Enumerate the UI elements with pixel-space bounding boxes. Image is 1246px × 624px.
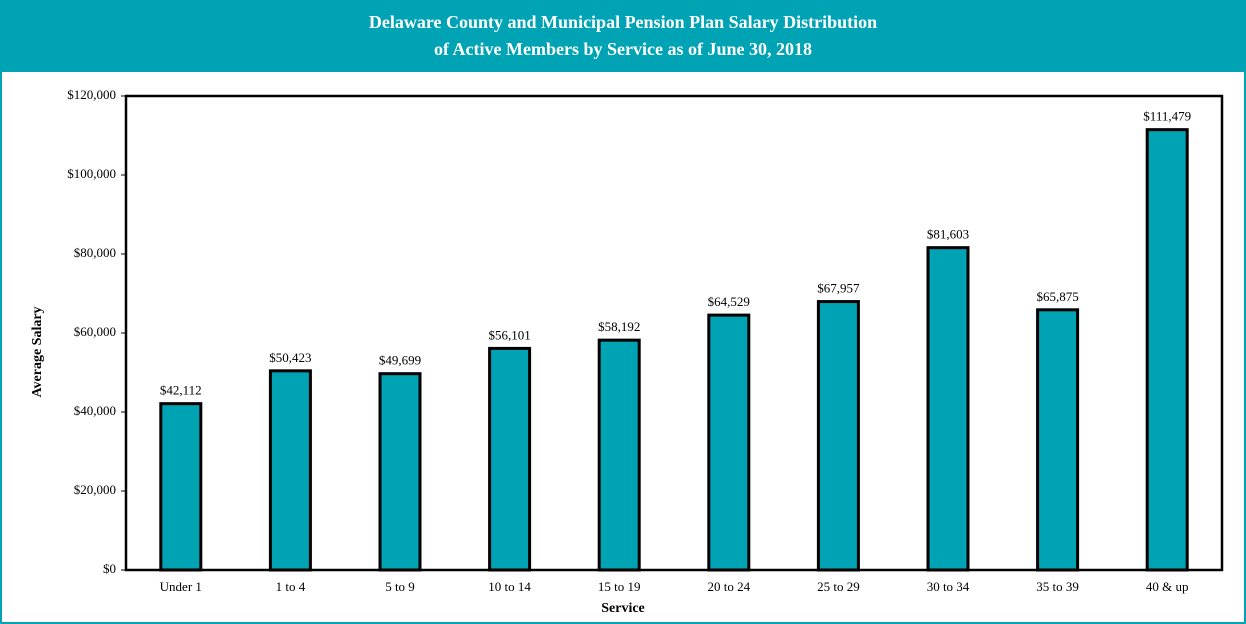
data-label: $42,112 xyxy=(160,383,202,398)
y-tick-label: $20,000 xyxy=(74,482,116,497)
data-label: $67,957 xyxy=(817,281,860,296)
x-tick-label: 40 & up xyxy=(1146,579,1189,594)
plot-frame xyxy=(124,94,1224,572)
bar xyxy=(268,369,312,572)
x-tick-label: 20 to 24 xyxy=(707,579,750,594)
y-tick-label: $80,000 xyxy=(74,245,116,260)
bar xyxy=(159,402,203,572)
data-label: $64,529 xyxy=(708,294,750,309)
y-tick-label: $120,000 xyxy=(67,87,116,102)
bar xyxy=(1145,128,1189,572)
bar xyxy=(1036,308,1080,572)
bar xyxy=(707,313,751,572)
title-band xyxy=(0,0,1246,72)
chart-title: of Active Members by Service as of June … xyxy=(434,39,812,59)
x-tick-label: 1 to 4 xyxy=(276,579,306,594)
x-tick-label: 15 to 19 xyxy=(598,579,641,594)
data-label: $56,101 xyxy=(488,327,530,342)
x-axis-label: Service xyxy=(601,601,645,616)
data-label: $81,603 xyxy=(927,227,969,242)
y-tick-label: $0 xyxy=(103,561,116,576)
data-label: $50,423 xyxy=(269,350,311,365)
bar xyxy=(488,346,532,572)
data-label: $111,479 xyxy=(1143,109,1191,124)
data-label: $65,875 xyxy=(1036,289,1078,304)
y-tick-label: $100,000 xyxy=(67,166,116,181)
bar xyxy=(816,300,860,572)
bar xyxy=(926,246,970,572)
bar xyxy=(378,372,422,572)
chart-title: Delaware County and Municipal Pension Pl… xyxy=(369,12,877,32)
y-tick-label: $60,000 xyxy=(74,324,116,339)
x-tick-label: 35 to 39 xyxy=(1036,579,1079,594)
x-tick-label: 5 to 9 xyxy=(385,579,415,594)
y-axis-label: Average Salary xyxy=(30,306,45,397)
x-tick-label: Under 1 xyxy=(160,579,202,594)
bar xyxy=(597,338,641,572)
data-label: $58,192 xyxy=(598,319,640,334)
data-label: $49,699 xyxy=(379,353,421,368)
x-tick-label: 25 to 29 xyxy=(817,579,860,594)
x-tick-label: 30 to 34 xyxy=(927,579,970,594)
x-tick-label: 10 to 14 xyxy=(488,579,531,594)
y-tick-label: $40,000 xyxy=(74,403,116,418)
